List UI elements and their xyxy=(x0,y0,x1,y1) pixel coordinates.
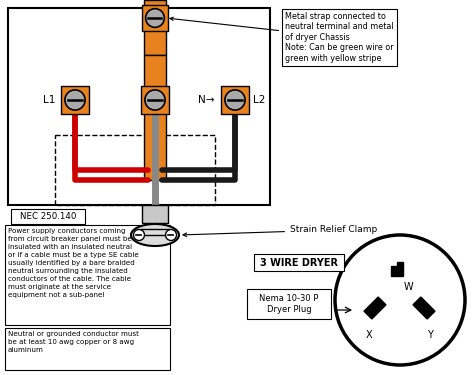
Text: Metal strap connected to
neutral terminal and metal
of dryer Chassis
Note: Can b: Metal strap connected to neutral termina… xyxy=(170,12,393,63)
Circle shape xyxy=(146,9,164,27)
Circle shape xyxy=(335,235,465,365)
FancyBboxPatch shape xyxy=(11,209,85,224)
Bar xyxy=(221,86,249,114)
Bar xyxy=(144,0,166,55)
Polygon shape xyxy=(413,297,435,319)
Text: Neutral or grounded conductor must
be at least 10 awg copper or 8 awg
aluminum: Neutral or grounded conductor must be at… xyxy=(8,331,139,353)
Text: L1: L1 xyxy=(43,95,55,105)
Text: 3 WIRE DRYER: 3 WIRE DRYER xyxy=(260,258,338,267)
Bar xyxy=(8,8,270,205)
Bar xyxy=(142,205,168,223)
Text: W: W xyxy=(404,282,414,292)
Ellipse shape xyxy=(131,224,179,246)
Bar xyxy=(142,5,168,31)
Text: Power supply conductors coming
from circuit breaker panel must be
insulated with: Power supply conductors coming from circ… xyxy=(8,228,139,298)
Circle shape xyxy=(65,90,85,110)
Text: Y: Y xyxy=(427,330,433,340)
Text: N→: N→ xyxy=(199,95,215,105)
Bar xyxy=(144,55,166,180)
Bar xyxy=(61,86,89,114)
Text: NEC 250.140: NEC 250.140 xyxy=(20,212,76,221)
Bar xyxy=(5,225,170,325)
Polygon shape xyxy=(391,262,403,276)
Bar xyxy=(5,328,170,370)
Circle shape xyxy=(145,90,165,110)
Circle shape xyxy=(225,90,245,110)
Circle shape xyxy=(165,230,176,240)
Bar xyxy=(55,135,215,205)
FancyBboxPatch shape xyxy=(254,254,344,271)
FancyBboxPatch shape xyxy=(247,289,331,319)
Text: Strain Relief Clamp: Strain Relief Clamp xyxy=(183,225,377,237)
Polygon shape xyxy=(364,297,386,319)
Circle shape xyxy=(134,230,145,240)
Text: L2: L2 xyxy=(253,95,265,105)
Bar xyxy=(141,86,169,114)
Text: Nema 10-30 P
Dryer Plug: Nema 10-30 P Dryer Plug xyxy=(259,294,319,314)
Text: X: X xyxy=(365,330,372,340)
